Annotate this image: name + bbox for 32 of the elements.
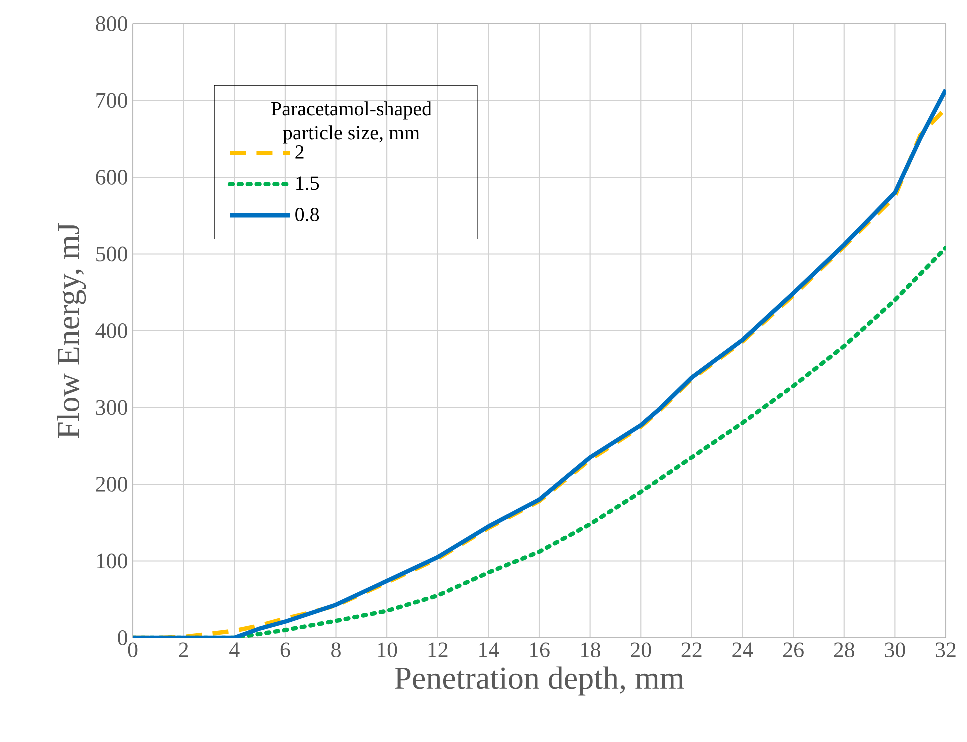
x-tick-label: 8 xyxy=(332,642,341,658)
y-tick-label: 600 xyxy=(96,170,128,185)
x-tick-label: 20 xyxy=(631,642,652,658)
y-tick-label: 100 xyxy=(97,554,128,569)
x-tick-label: 4 xyxy=(230,642,240,658)
x-tick-label: 32 xyxy=(936,642,956,658)
legend-label: 2 xyxy=(296,146,304,159)
x-tick-label: 24 xyxy=(732,642,754,658)
x-tick-label: 28 xyxy=(834,642,855,658)
x-tick-label: 30 xyxy=(885,642,906,658)
y-tick-label: 800 xyxy=(96,16,128,32)
x-tick-label: 12 xyxy=(428,642,448,658)
x-tick-label: 26 xyxy=(784,642,804,658)
y-tick-label: 200 xyxy=(96,477,128,492)
y-tick-label: 500 xyxy=(96,246,128,262)
y-tick-label: 400 xyxy=(96,324,128,338)
y-tick-label: 700 xyxy=(96,93,128,108)
x-axis-title: Penetration depth, mm xyxy=(395,666,684,696)
y-axis-title: Flow Energy, mJ xyxy=(57,223,86,439)
x-tick-label: 22 xyxy=(682,642,702,658)
x-tick-label: 10 xyxy=(378,642,398,658)
y-tick-label: 0 xyxy=(118,630,128,646)
x-tick-label: 6 xyxy=(280,642,290,658)
x-tick-label: 14 xyxy=(480,642,500,658)
y-tick-label: 300 xyxy=(96,400,128,416)
x-tick-label: 18 xyxy=(581,642,600,658)
legend-label: 0.8 xyxy=(296,208,320,222)
legend-label: 1.5 xyxy=(296,176,320,190)
x-tick-label: 2 xyxy=(179,642,188,658)
x-tick-label: 0 xyxy=(128,642,138,658)
x-tick-label: 16 xyxy=(530,642,550,658)
legend-title: Paracetamol-shaped particle size, mm xyxy=(272,102,432,144)
